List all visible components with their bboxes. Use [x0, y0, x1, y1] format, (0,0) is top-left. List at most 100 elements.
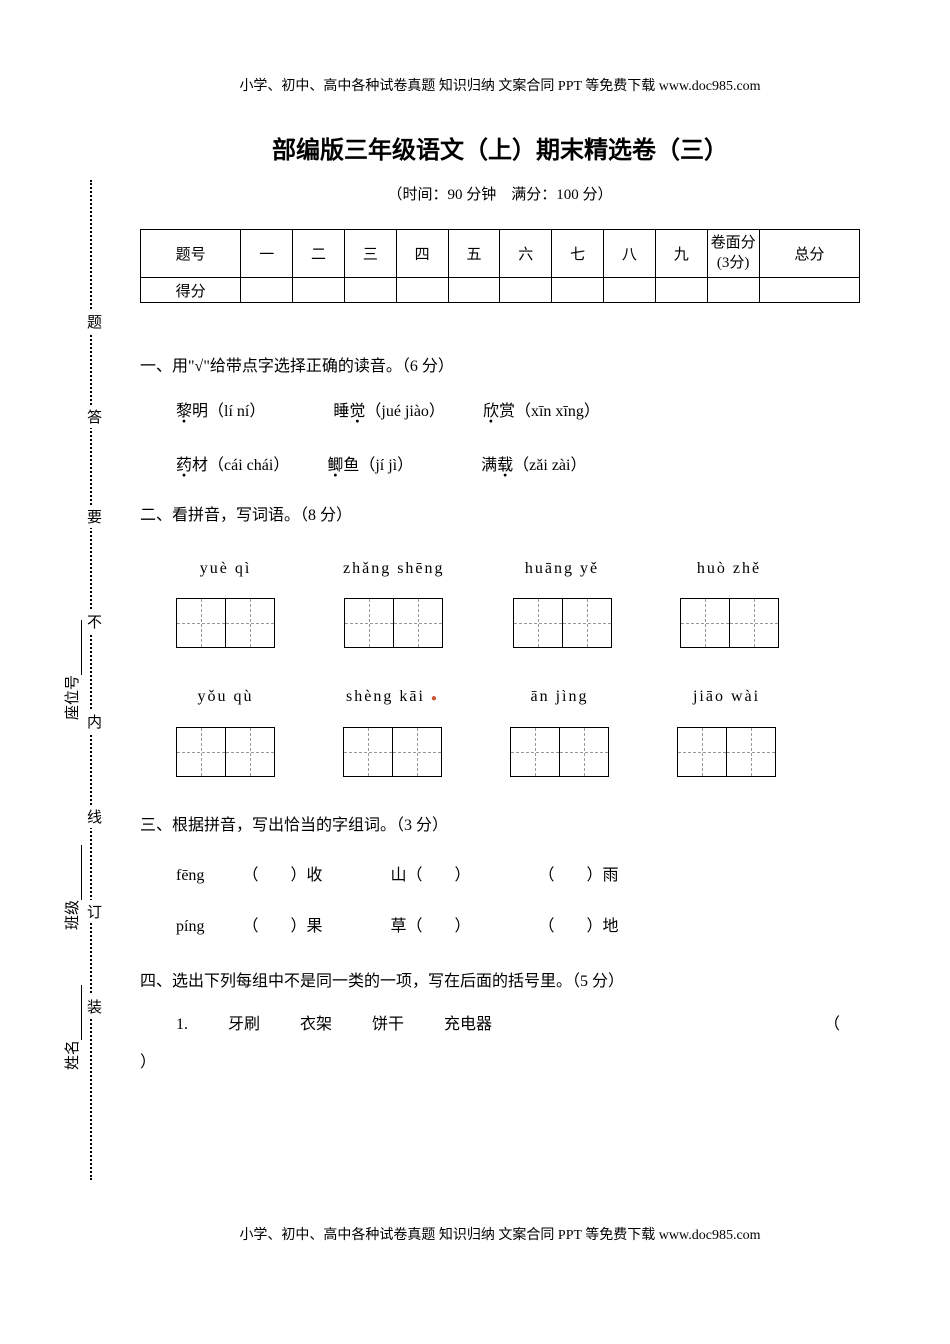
table-header-row: 题号 一 二 三 四 五 六 七 八 九 卷面分(3分) 总分	[141, 230, 860, 278]
q1-dotted-char: 药	[176, 445, 192, 487]
q1-dotted-char: 觉	[349, 391, 365, 433]
char-box[interactable]	[559, 727, 609, 777]
pinyin-item: yuè qì	[176, 550, 275, 648]
page-content: 小学、初中、高中各种试卷真题 知识归纳 文案合同 PPT 等免费下载 www.d…	[130, 0, 870, 1123]
question-3: 三、根据拼音，写出恰当的字组词。（3 分） fēng （ ）收 山（ ） （ ）…	[140, 807, 860, 953]
q2-row-1: yuè qì zhǎng shēng huāng yě huò zhě	[140, 550, 860, 648]
q4-opt: 充电器	[444, 1006, 492, 1044]
name-label: 姓名	[61, 985, 82, 1070]
char-box[interactable]	[225, 727, 275, 777]
score-table: 题号 一 二 三 四 五 六 七 八 九 卷面分(3分) 总分 得分	[140, 229, 860, 303]
q1-dotted-char: 欣	[483, 391, 499, 433]
question-4: 四、选出下列每组中不是同一类的一项，写在后面的括号里。（5 分） 1. 牙刷 衣…	[140, 963, 860, 1083]
q1-title: 一、用"√"给带点字选择正确的读音。（6 分）	[140, 348, 860, 386]
q3-line-1: fēng （ ）收 山（ ） （ ）雨	[140, 850, 860, 901]
binding-margin: 题 答 要 不 内 线 订 装 座位号 班级 姓名	[35, 180, 105, 1180]
char-box[interactable]	[344, 598, 394, 648]
pinyin-item: shèng kāi ●	[343, 678, 442, 776]
score-cell[interactable]	[344, 278, 396, 303]
col-8: 八	[604, 230, 656, 278]
q2-title: 二、看拼音，写词语。（8 分）	[140, 497, 860, 535]
col-5: 五	[448, 230, 500, 278]
q4-title: 四、选出下列每组中不是同一类的一项，写在后面的括号里。（5 分）	[140, 963, 860, 1001]
margin-char-zhuang: 装	[83, 995, 104, 1018]
score-cell[interactable]	[552, 278, 604, 303]
char-box[interactable]	[510, 727, 560, 777]
q1-dotted-char: 载	[497, 445, 513, 487]
q4-opt: 衣架	[300, 1006, 332, 1044]
col-2: 二	[293, 230, 345, 278]
q1-line-1: 黎明（lí ní） 睡觉（jué jiào） 欣赏（xīn xīng）	[140, 391, 860, 433]
char-box[interactable]	[225, 598, 275, 648]
pinyin-label: huāng yě	[525, 550, 599, 588]
col-1: 一	[241, 230, 293, 278]
pinyin-item: jiāo wài	[677, 678, 776, 776]
char-box[interactable]	[343, 727, 393, 777]
pinyin-item: huò zhě	[680, 550, 779, 648]
char-box[interactable]	[562, 598, 612, 648]
table-score-row: 得分	[141, 278, 860, 303]
score-cell[interactable]	[655, 278, 707, 303]
score-cell[interactable]	[500, 278, 552, 303]
margin-char-ti: 题	[83, 310, 104, 333]
q4-num: 1.	[176, 1006, 188, 1044]
margin-char-nei: 内	[83, 710, 104, 733]
header-link-text: 小学、初中、高中各种试卷真题 知识归纳 文案合同 PPT 等免费下载 www.d…	[140, 75, 860, 95]
col-surface: 卷面分(3分)	[707, 230, 759, 278]
margin-char-xian: 线	[83, 805, 104, 828]
pinyin-label: shèng kāi ●	[346, 678, 439, 716]
answer-paren-close: ）	[140, 1044, 860, 1082]
char-box[interactable]	[680, 598, 730, 648]
q4-opt: 牙刷	[228, 1006, 260, 1044]
col-4: 四	[396, 230, 448, 278]
question-2: 二、看拼音，写词语。（8 分） yuè qì zhǎng shēng huāng…	[140, 497, 860, 777]
char-box[interactable]	[729, 598, 779, 648]
pinyin-label: ān jìng	[531, 678, 589, 716]
answer-paren-open: （	[824, 1006, 840, 1044]
pinyin-label: jiāo wài	[693, 678, 760, 716]
col-3: 三	[344, 230, 396, 278]
char-box[interactable]	[393, 598, 443, 648]
pinyin-label: huò zhě	[697, 550, 761, 588]
score-label: 得分	[141, 278, 241, 303]
col-label: 题号	[141, 230, 241, 278]
q2-row-2: yǒu qù shèng kāi ● ān jìng jiāo wài	[140, 678, 860, 776]
ink-dot-icon: ●	[431, 693, 439, 704]
q3-line-2: píng （ ）果 草（ ） （ ）地	[140, 901, 860, 952]
char-box[interactable]	[513, 598, 563, 648]
exam-subtitle: （时间：90 分钟 满分：100 分）	[140, 183, 860, 204]
char-box[interactable]	[726, 727, 776, 777]
score-cell[interactable]	[707, 278, 759, 303]
pinyin-label: yǒu qù	[198, 678, 254, 716]
q1-dotted-char: 黎	[176, 391, 192, 433]
student-info-labels: 座位号 班级 姓名	[43, 180, 67, 1180]
char-box[interactable]	[392, 727, 442, 777]
class-label: 班级	[61, 845, 82, 930]
seat-number-label: 座位号	[61, 620, 82, 720]
q4-opt: 饼干	[372, 1006, 404, 1044]
char-box[interactable]	[176, 727, 226, 777]
pinyin-label: yuè qì	[200, 550, 252, 588]
margin-char-da: 答	[83, 405, 104, 428]
pinyin-item: yǒu qù	[176, 678, 275, 776]
score-cell[interactable]	[396, 278, 448, 303]
score-cell[interactable]	[604, 278, 656, 303]
col-7: 七	[552, 230, 604, 278]
margin-char-ding: 订	[83, 900, 104, 923]
q1-line-2: 药材（cái chái） 鲫鱼（jí jì） 满载（zǎi zài）	[140, 445, 860, 487]
score-cell[interactable]	[241, 278, 293, 303]
score-cell[interactable]	[293, 278, 345, 303]
pinyin-item: ān jìng	[510, 678, 609, 776]
char-box[interactable]	[176, 598, 226, 648]
q4-item-1: 1. 牙刷 衣架 饼干 充电器 （	[140, 1006, 860, 1044]
pinyin-item: zhǎng shēng	[343, 550, 445, 648]
exam-title: 部编版三年级语文（上）期末精选卷（三）	[140, 130, 860, 165]
score-cell[interactable]	[448, 278, 500, 303]
pinyin-item: huāng yě	[513, 550, 612, 648]
pinyin-label: zhǎng shēng	[343, 550, 445, 588]
col-total: 总分	[759, 230, 859, 278]
char-box[interactable]	[677, 727, 727, 777]
score-cell[interactable]	[759, 278, 859, 303]
q1-dotted-char: 鲫	[327, 445, 343, 487]
footer-link-text: 小学、初中、高中各种试卷真题 知识归纳 文案合同 PPT 等免费下载 www.d…	[130, 1224, 870, 1244]
